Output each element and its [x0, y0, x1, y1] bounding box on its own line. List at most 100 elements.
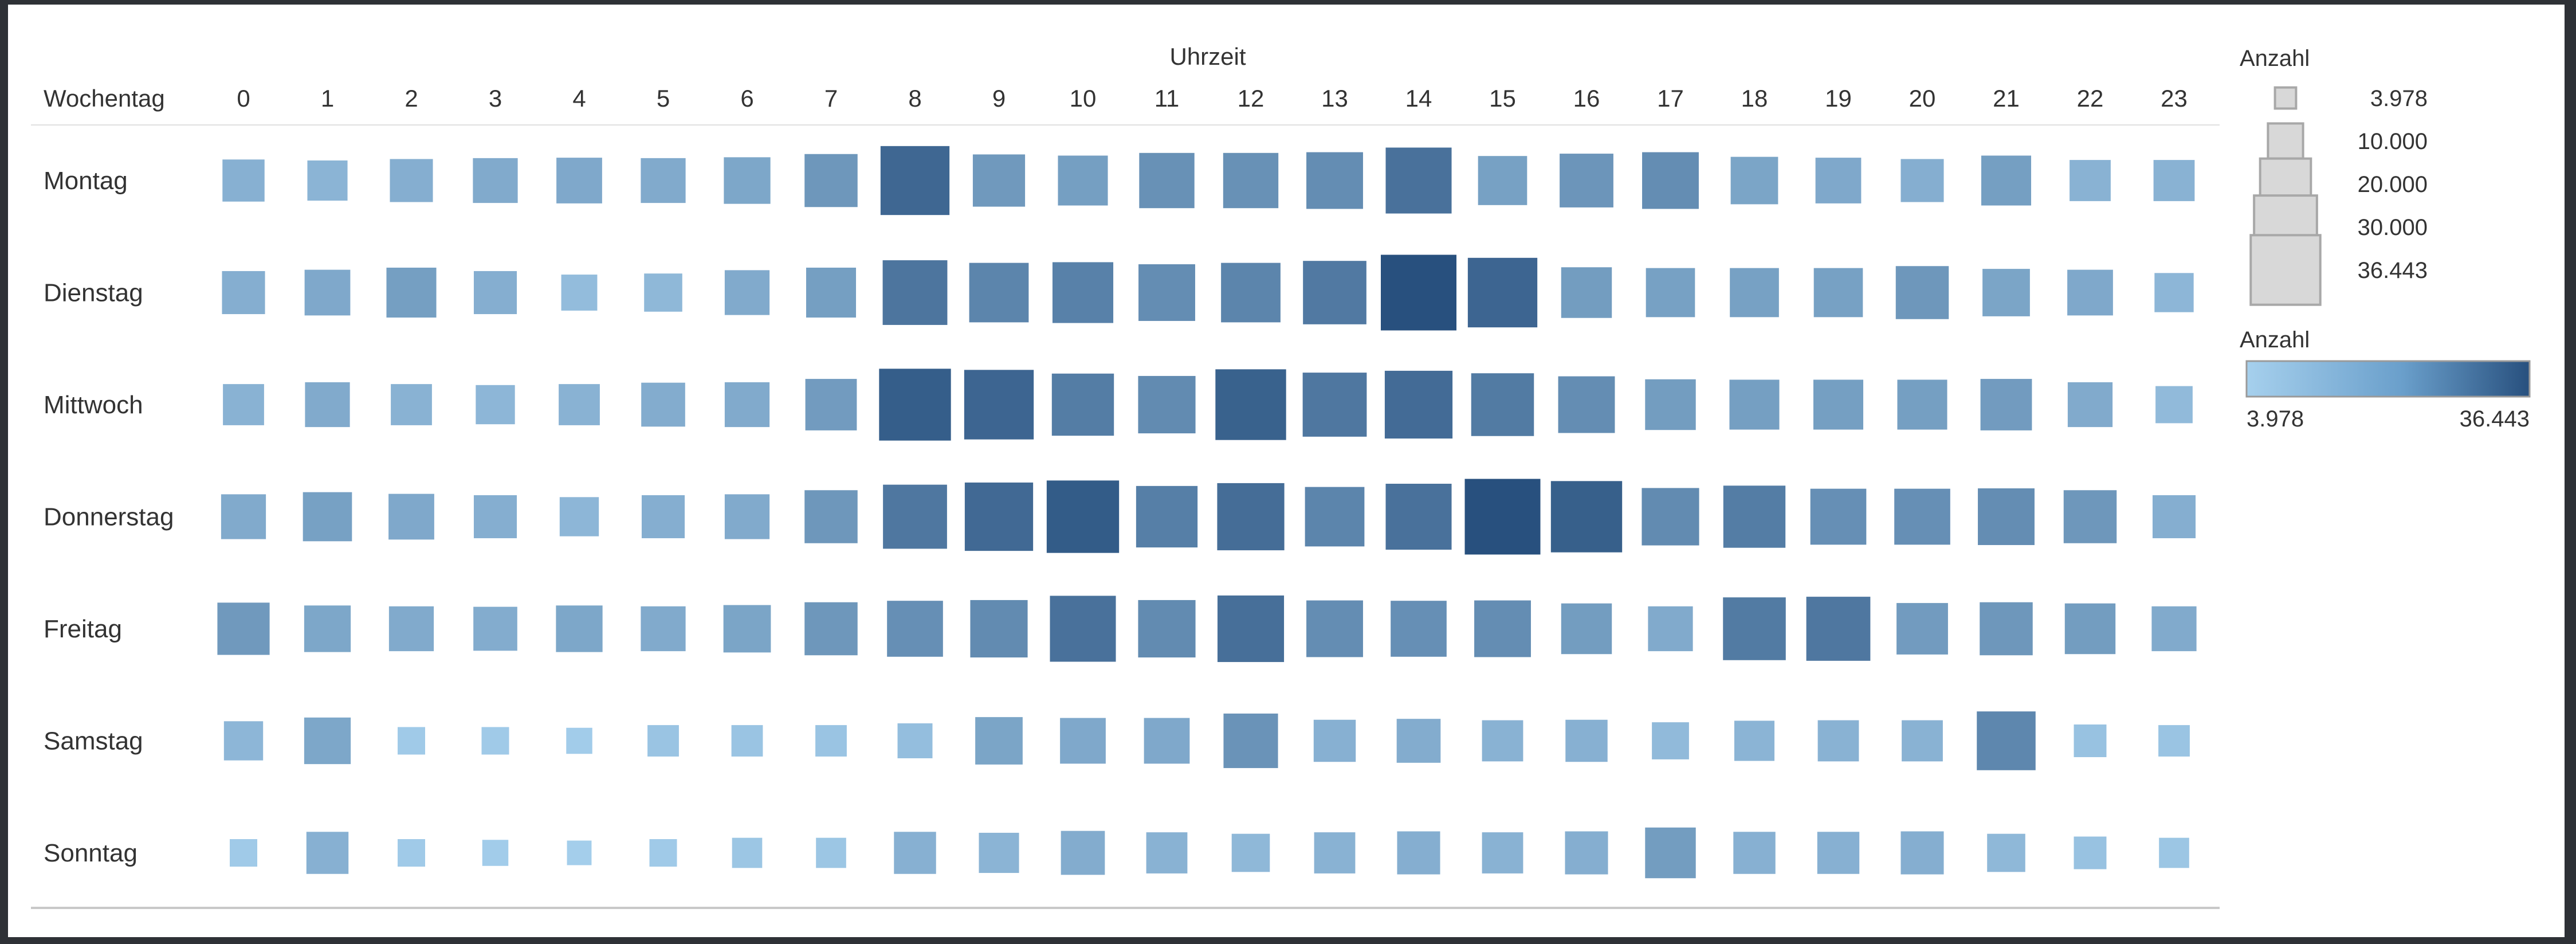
cell-freitag-20 — [1896, 603, 1948, 655]
chart-panel: Uhrzeit Wochentag Anzahl Anzahl 3.978 36… — [8, 5, 2565, 937]
cell-freitag-15 — [1474, 600, 1531, 657]
cell-samstag-17 — [1652, 722, 1689, 759]
cell-mittwoch-7 — [805, 379, 857, 430]
cell-dienstag-20 — [1895, 266, 1949, 319]
cell-montag-9 — [972, 154, 1026, 207]
row-header: Wochentag — [44, 85, 165, 112]
cell-samstag-6 — [731, 725, 763, 757]
cell-freitag-9 — [970, 600, 1028, 658]
cell-freitag-19 — [1806, 597, 1871, 661]
cell-mittwoch-4 — [559, 384, 600, 425]
hour-label-10: 10 — [1070, 85, 1097, 112]
cell-samstag-5 — [647, 725, 679, 757]
cell-dienstag-8 — [882, 260, 948, 325]
cell-donnerstag-15 — [1464, 479, 1541, 555]
cell-sonntag-7 — [816, 837, 846, 868]
cell-freitag-21 — [1980, 602, 2033, 656]
cell-mittwoch-15 — [1471, 373, 1534, 436]
cell-mittwoch-2 — [391, 384, 432, 425]
color-legend-bar — [2245, 360, 2531, 398]
cell-samstag-12 — [1223, 713, 1278, 769]
cell-dienstag-6 — [724, 270, 770, 315]
day-label-mittwoch: Mittwoch — [44, 391, 143, 419]
cell-montag-2 — [390, 159, 433, 202]
cell-mittwoch-19 — [1813, 379, 1864, 430]
cell-sonntag-23 — [2159, 837, 2189, 868]
cell-freitag-3 — [473, 606, 517, 651]
cell-mittwoch-18 — [1729, 379, 1780, 430]
cell-mittwoch-3 — [476, 385, 515, 425]
cell-dienstag-2 — [386, 267, 437, 318]
cell-dienstag-7 — [806, 267, 857, 318]
cell-mittwoch-8 — [879, 369, 951, 441]
cell-donnerstag-0 — [221, 494, 266, 539]
day-label-montag: Montag — [44, 167, 128, 195]
cell-sonntag-6 — [732, 837, 763, 868]
cell-donnerstag-9 — [964, 482, 1034, 551]
hour-label-9: 9 — [992, 85, 1006, 112]
cell-montag-18 — [1730, 156, 1778, 205]
cell-samstag-13 — [1313, 719, 1356, 762]
cell-montag-0 — [222, 159, 265, 202]
hour-label-6: 6 — [740, 85, 753, 112]
cell-samstag-1 — [304, 717, 351, 765]
cell-montag-19 — [1815, 158, 1862, 203]
cell-samstag-22 — [2074, 724, 2107, 757]
cell-sonntag-3 — [482, 840, 509, 866]
cell-donnerstag-1 — [303, 492, 352, 542]
cell-donnerstag-11 — [1136, 485, 1198, 548]
cell-freitag-14 — [1391, 601, 1447, 657]
cell-samstag-15 — [1482, 720, 1523, 762]
cell-donnerstag-18 — [1723, 485, 1786, 548]
cell-sonntag-4 — [567, 840, 592, 865]
hour-label-12: 12 — [1238, 85, 1265, 112]
cell-mittwoch-10 — [1051, 373, 1114, 436]
cell-dienstag-21 — [1982, 269, 2030, 316]
cell-freitag-4 — [556, 605, 603, 652]
cell-mittwoch-16 — [1558, 376, 1615, 433]
size-legend-square-4 — [2249, 234, 2322, 306]
cell-freitag-12 — [1217, 595, 1285, 663]
cell-samstag-23 — [2158, 725, 2190, 757]
cell-donnerstag-2 — [388, 493, 434, 540]
cell-samstag-21 — [1977, 711, 2036, 770]
cell-mittwoch-14 — [1384, 370, 1453, 439]
cell-dienstag-0 — [222, 271, 265, 315]
color-legend-title: Anzahl — [2240, 327, 2310, 352]
cell-samstag-20 — [1902, 720, 1943, 762]
cell-mittwoch-13 — [1302, 373, 1367, 437]
cell-sonntag-0 — [230, 839, 257, 867]
day-label-sonntag: Sonntag — [44, 839, 138, 867]
cell-montag-14 — [1385, 147, 1452, 214]
cell-dienstag-19 — [1813, 268, 1863, 318]
cell-donnerstag-14 — [1385, 483, 1452, 550]
hour-label-19: 19 — [1825, 85, 1852, 112]
cell-samstag-2 — [398, 727, 425, 755]
size-legend-label-4: 36.443 — [2358, 258, 2428, 283]
cell-montag-15 — [1478, 156, 1527, 205]
cell-samstag-0 — [223, 721, 264, 761]
cell-dienstag-3 — [473, 271, 517, 315]
cell-sonntag-17 — [1645, 827, 1696, 879]
cell-sonntag-16 — [1565, 831, 1608, 875]
cell-samstag-3 — [481, 727, 509, 755]
cell-sonntag-18 — [1733, 832, 1776, 874]
cell-samstag-18 — [1734, 720, 1775, 761]
cell-montag-10 — [1058, 155, 1108, 206]
cell-samstag-11 — [1144, 718, 1190, 764]
cell-montag-6 — [724, 157, 771, 204]
cell-samstag-7 — [815, 725, 847, 757]
cell-mittwoch-12 — [1215, 369, 1286, 440]
hour-label-1: 1 — [321, 85, 334, 112]
hour-label-13: 13 — [1321, 85, 1348, 112]
cell-freitag-1 — [304, 605, 351, 652]
hour-label-18: 18 — [1741, 85, 1768, 112]
cell-dienstag-4 — [561, 275, 598, 311]
size-legend-label-0: 3.978 — [2370, 86, 2428, 111]
cell-sonntag-13 — [1314, 832, 1356, 874]
cell-freitag-22 — [2064, 603, 2116, 655]
cell-donnerstag-12 — [1217, 483, 1285, 551]
day-label-donnerstag: Donnerstag — [44, 503, 174, 531]
cell-dienstag-12 — [1221, 263, 1281, 323]
cell-dienstag-13 — [1303, 261, 1366, 324]
